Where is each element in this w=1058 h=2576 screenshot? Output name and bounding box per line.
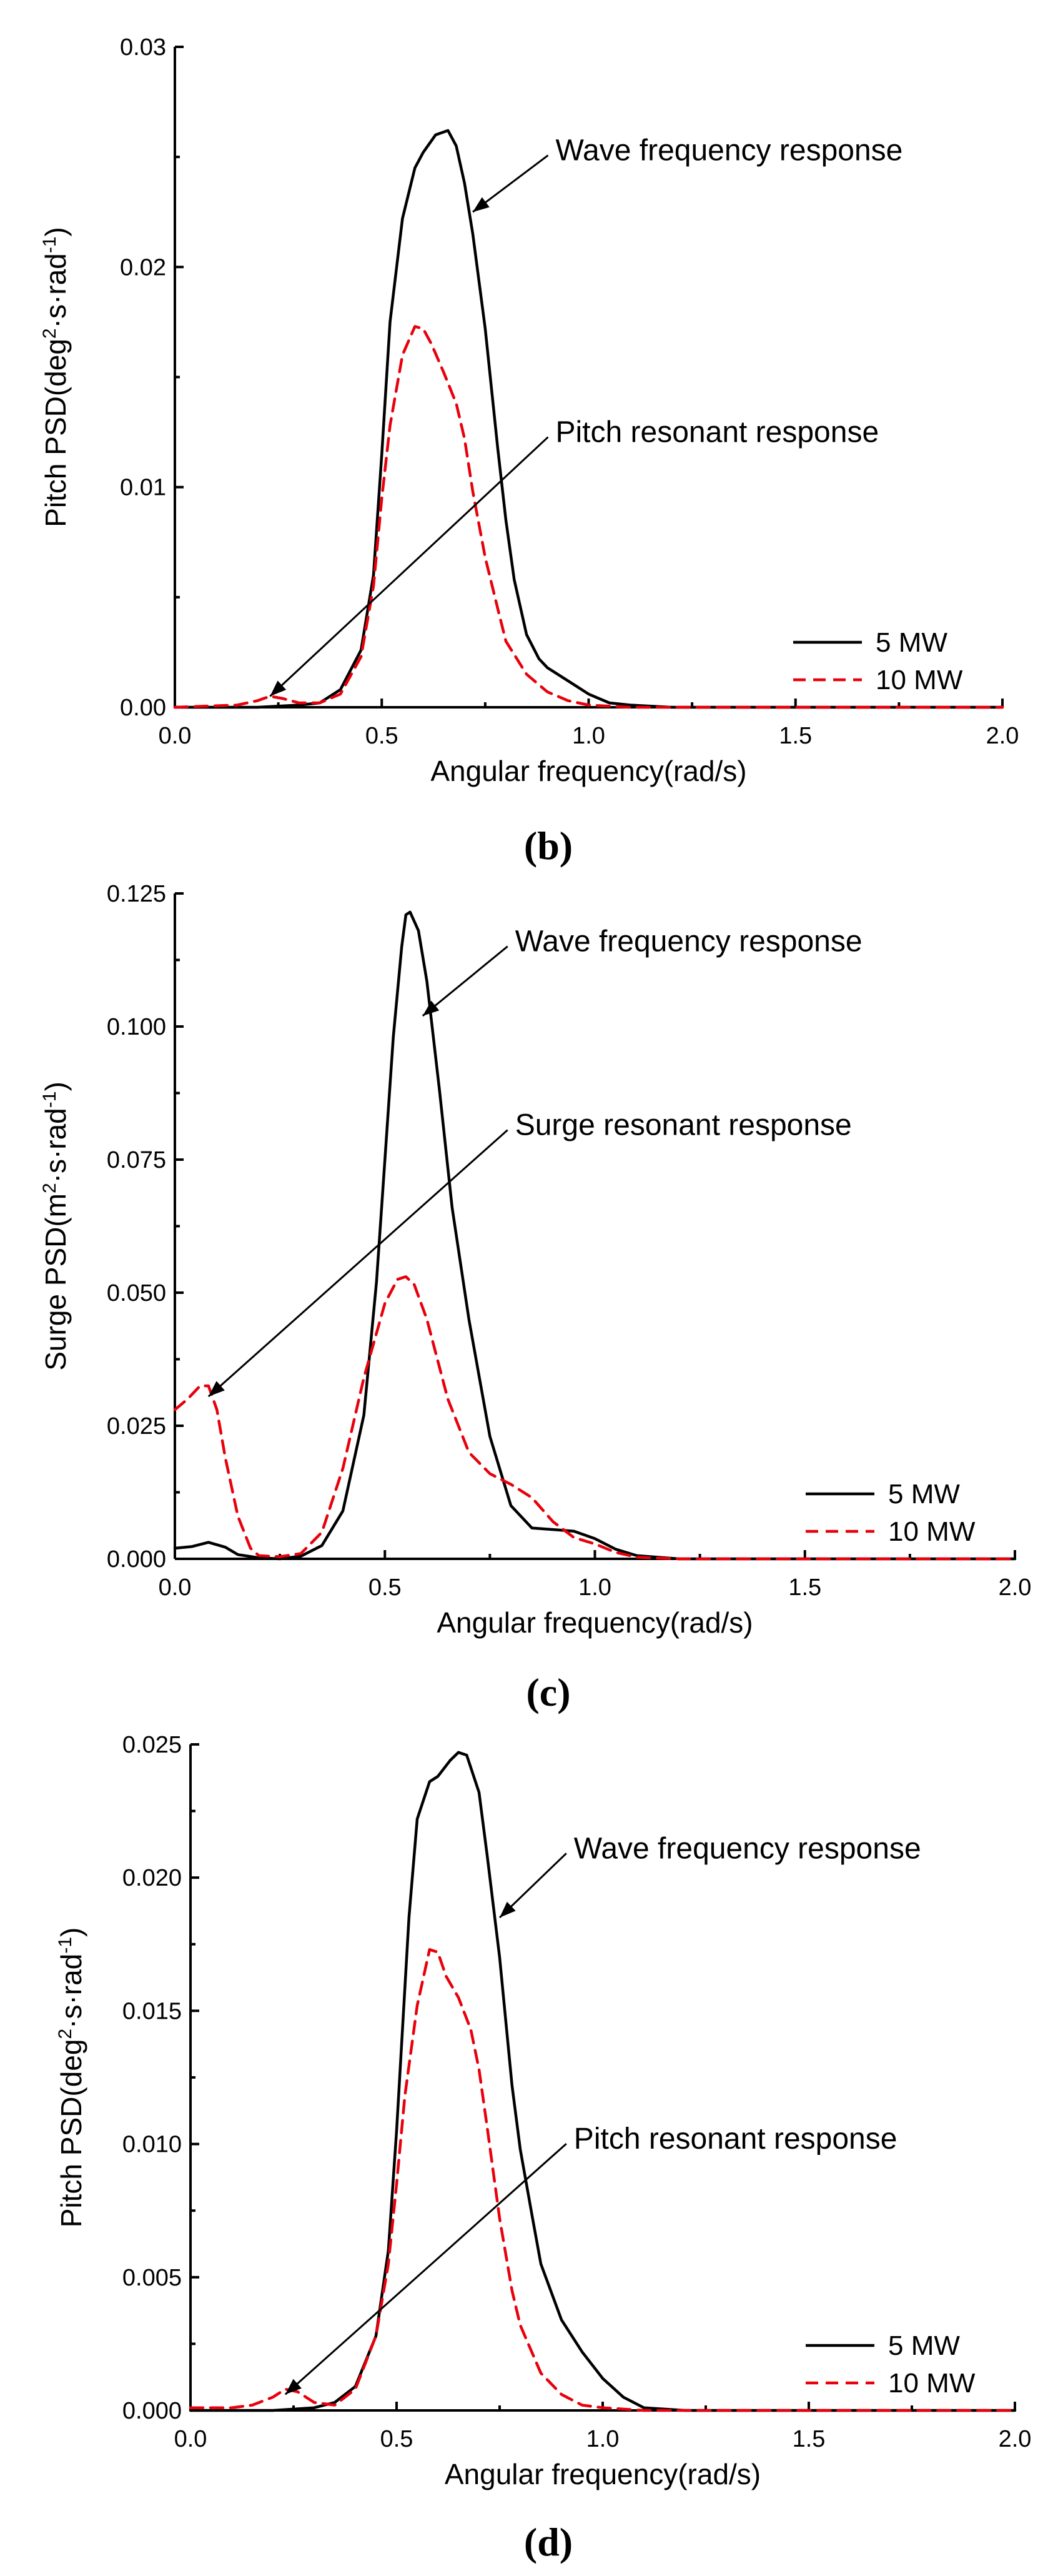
y-tick-label: 0.020 <box>122 1865 182 1891</box>
y-tick-label: 0.01 <box>120 475 166 501</box>
chart-panel-3: 0.0 0.5 1.0 1.5 2.0 0.000 0.005 0.010 0.015 0.020… <box>55 1732 1031 2564</box>
y-axis-label: Surge PSD(m2·s·rad-1) <box>39 1082 72 1371</box>
x-tick-label: 0.5 <box>365 723 398 749</box>
x-axis-label: Angular frequency(rad/s) <box>430 755 746 787</box>
panel-label: (c) <box>526 1670 570 1714</box>
annotation-arrow-head <box>270 680 287 697</box>
y-tick-label: 0.050 <box>107 1280 166 1306</box>
annotation-wave-text: Wave frequency response <box>574 1832 921 1865</box>
annotation-arrow-head <box>208 1381 225 1397</box>
y-axis-label-superscript: 2 <box>39 328 60 339</box>
y-axis-label-part: ·s·rad <box>55 1954 87 2029</box>
annotation-arrow-head <box>500 1901 516 1918</box>
y-tick-label: 0.075 <box>107 1147 166 1173</box>
x-tick-label: 1.5 <box>793 2426 826 2452</box>
legend-label-5-mw: 5 MW <box>876 627 947 658</box>
y-axis-label-part: ) <box>55 1927 87 1937</box>
x-tick-label: 0.5 <box>368 1574 402 1601</box>
x-tick-label: 0.0 <box>159 723 192 749</box>
y-axis-label-part: Pitch PSD(deg <box>55 2039 87 2228</box>
x-tick-label: 0.0 <box>174 2426 207 2452</box>
annotation-wave-text: Wave frequency response <box>556 134 903 167</box>
y-tick-label: 0.015 <box>122 1998 182 2024</box>
y-axis-label-superscript: -1 <box>55 1937 76 1954</box>
legend-label-5-mw: 5 MW <box>888 1479 960 1509</box>
x-tick-label: 2.0 <box>986 723 1019 749</box>
x-tick-label: 0.0 <box>159 1574 192 1601</box>
series-line-5-mw <box>189 1751 1017 2412</box>
y-tick-label: 0.02 <box>120 254 166 281</box>
y-tick-label: 0.000 <box>107 1546 166 1573</box>
y-axis-label-part: ·s·rad <box>39 1108 72 1183</box>
y-axis-label-part: Pitch PSD(deg <box>39 339 72 527</box>
y-axis-label-superscript: -1 <box>39 1092 60 1108</box>
y-tick-label: 0.00 <box>120 695 166 721</box>
y-tick-label: 0.125 <box>107 881 166 907</box>
x-tick-label: 1.0 <box>586 2426 620 2452</box>
y-tick-label: 0.025 <box>107 1413 166 1440</box>
x-tick-label: 1.0 <box>572 723 605 749</box>
y-axis-label: Pitch PSD(deg2·s·rad-1) <box>55 1927 87 2228</box>
annotation-arrow-line <box>284 2142 567 2395</box>
y-axis-label-superscript: 2 <box>55 2029 76 2039</box>
y-axis-label-part: ·s·rad <box>39 253 72 328</box>
y-tick-label: 0.03 <box>120 34 166 61</box>
x-tick-label: 2.0 <box>999 1574 1032 1601</box>
y-tick-label: 0.025 <box>122 1732 182 1758</box>
panel-label: (b) <box>524 823 573 868</box>
y-axis-label-part: ) <box>39 227 72 236</box>
y-tick-label: 0.000 <box>122 2398 182 2424</box>
y-axis-label-part: ) <box>39 1082 72 1091</box>
annotation-arrow-head <box>285 2379 302 2395</box>
y-axis-label-superscript: 2 <box>39 1183 60 1193</box>
y-tick-label: 0.010 <box>122 2132 182 2158</box>
x-tick-label: 2.0 <box>999 2426 1032 2452</box>
x-axis-label: Angular frequency(rad/s) <box>437 1606 753 1639</box>
annotation-arrow-head <box>422 1000 440 1016</box>
chart-panel-2: 0.0 0.5 1.0 1.5 2.0 0.000 0.025 0.050 0.075 0.100… <box>39 881 1031 1714</box>
annotation-arrow-line <box>422 945 508 1017</box>
annotation-resonant-text: Surge resonant response <box>515 1109 852 1142</box>
annotation-resonant-text: Pitch resonant response <box>574 2122 897 2156</box>
y-axis-label: Pitch PSD(deg2·s·rad-1) <box>39 227 72 527</box>
series-line-5-mw <box>173 910 1017 1561</box>
panel-label: (d) <box>524 2520 573 2564</box>
annotation-arrow-head <box>473 197 490 212</box>
legend-label-10-mw: 10 MW <box>888 2368 976 2399</box>
series-line-10-mw <box>173 325 1004 709</box>
series-line-5-mw <box>173 129 1004 709</box>
chart-panel-1: 0.0 0.5 1.0 1.5 2.0 0.00 0.01 0.02 0.03 Angular f… <box>39 34 1019 868</box>
x-tick-label: 1.5 <box>788 1574 821 1601</box>
y-tick-label: 0.005 <box>122 2265 182 2291</box>
annotation-wave-text: Wave frequency response <box>515 925 863 958</box>
y-tick-label: 0.100 <box>107 1014 166 1040</box>
x-tick-label: 1.0 <box>578 1574 611 1601</box>
x-tick-label: 0.5 <box>380 2426 413 2452</box>
legend-label-5-mw: 5 MW <box>888 2330 960 2361</box>
legend-label-10-mw: 10 MW <box>888 1516 976 1547</box>
x-tick-label: 1.5 <box>779 723 812 749</box>
y-axis-label-part: Surge PSD(m <box>39 1193 72 1371</box>
annotation-resonant-text: Pitch resonant response <box>556 416 879 449</box>
legend-label-10-mw: 10 MW <box>876 665 963 695</box>
x-axis-label: Angular frequency(rad/s) <box>445 2458 761 2490</box>
annotation-arrow-line <box>269 436 549 697</box>
series-line-10-mw <box>189 1948 1017 2412</box>
y-axis-label-superscript: -1 <box>39 237 60 254</box>
series-line-10-mw <box>173 1275 1017 1561</box>
annotation-arrow-line <box>207 1129 508 1398</box>
